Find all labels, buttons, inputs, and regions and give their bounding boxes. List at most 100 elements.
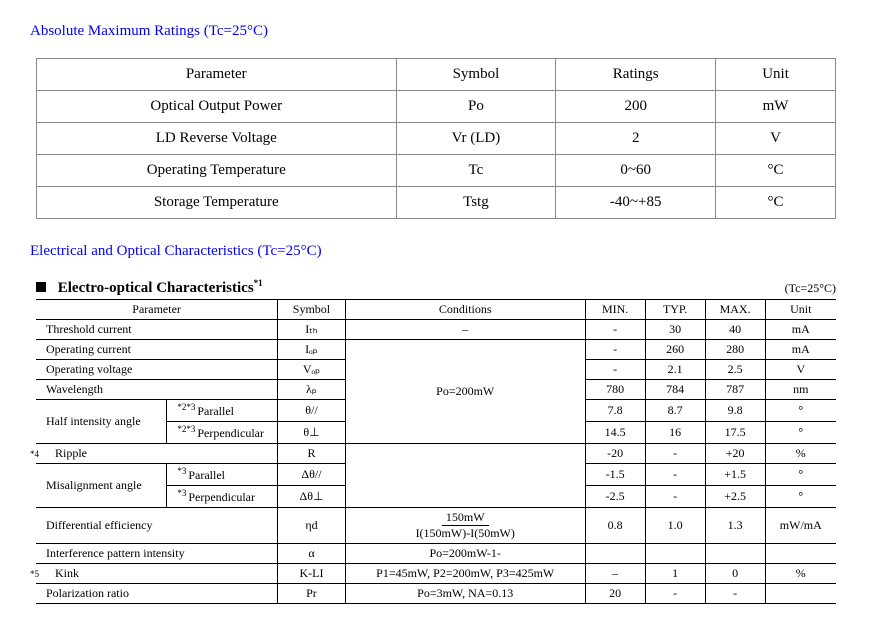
eoc-cell-max: 0 — [705, 564, 765, 584]
eoc-cell-typ: 2.1 — [645, 360, 705, 380]
ratings-col-unit: Unit — [716, 59, 836, 91]
eoc-cell-max: +20 — [705, 444, 765, 464]
footnote-icon: *4 — [30, 449, 39, 459]
eoc-cell-min: -1.5 — [585, 464, 645, 486]
eoc-cell-unit — [765, 584, 836, 604]
eoc-cell-typ: 260 — [645, 340, 705, 360]
heading-abs-max: Absolute Maximum Ratings (Tc=25°C) — [30, 23, 845, 40]
ratings-table: Parameter Symbol Ratings Unit Optical Ou… — [36, 58, 836, 219]
eoc-row-kink: *5Kink K-LI P1=45mW, P2=200mW, P3=425mW … — [36, 564, 836, 584]
eoc-row-polarization: Polarization ratio Pr Po=3mW, NA=0.13 20… — [36, 584, 836, 604]
eoc-cell-unit: ° — [765, 464, 836, 486]
footnote-icon: *3 — [177, 488, 186, 498]
eoc-cell-param: *4Ripple — [36, 444, 278, 464]
footnote-icon: *2*3 — [177, 424, 195, 434]
eoc-cell-min: -20 — [585, 444, 645, 464]
ratings-cell-param: Operating Temperature — [37, 155, 397, 187]
eoc-cell-subparam: *3Perpendicular — [167, 486, 278, 508]
eoc-cell-param: Interference pattern intensity — [36, 544, 278, 564]
eoc-condition-label: (Tc=25°C) — [785, 281, 836, 296]
ratings-cell-param: Optical Output Power — [37, 91, 397, 123]
eoc-cell-unit — [765, 544, 836, 564]
eoc-cell-max — [705, 544, 765, 564]
eoc-cell-min — [585, 544, 645, 564]
ratings-row: Operating Temperature Tc 0~60 °C — [37, 155, 836, 187]
eoc-cell-cond: Po=200mW — [345, 340, 585, 444]
ratings-cell-symbol: Vr (LD) — [396, 123, 556, 155]
eoc-col-parameter: Parameter — [36, 300, 278, 320]
eoc-cell-param: Differential efficiency — [36, 508, 278, 544]
eoc-cell-typ: 16 — [645, 422, 705, 444]
fraction-denominator: I(150mW)-I(50mW) — [416, 526, 515, 540]
eoc-cell-min: 14.5 — [585, 422, 645, 444]
ratings-cell-value: 0~60 — [556, 155, 716, 187]
eoc-cell-max: 2.5 — [705, 360, 765, 380]
ratings-cell-symbol: Po — [396, 91, 556, 123]
eoc-cell-subparam: *3Parallel — [167, 464, 278, 486]
eoc-col-symbol: Symbol — [278, 300, 346, 320]
eoc-cell-symbol: Vₒₚ — [278, 360, 346, 380]
eoc-row-interference: Interference pattern intensity α Po=200m… — [36, 544, 836, 564]
eoc-cell-cond: Po=3mW, NA=0.13 — [345, 584, 585, 604]
ratings-cell-value: 2 — [556, 123, 716, 155]
eoc-cell-param: Wavelength — [36, 380, 278, 400]
eoc-cell-subparam: *2*3Perpendicular — [167, 422, 278, 444]
eoc-cell-min: - — [585, 320, 645, 340]
fraction-numerator: 150mW — [442, 510, 489, 526]
eoc-col-max: MAX. — [705, 300, 765, 320]
eoc-col-conditions: Conditions — [345, 300, 585, 320]
eoc-col-unit: Unit — [765, 300, 836, 320]
ratings-col-parameter: Parameter — [37, 59, 397, 91]
ratings-cell-param: Storage Temperature — [37, 187, 397, 219]
eoc-col-typ: TYP. — [645, 300, 705, 320]
eoc-row-ripple: *4Ripple R -20 - +20 % — [36, 444, 836, 464]
eoc-title: Electro-optical Characteristics*1 — [36, 278, 263, 297]
eoc-cell-cond: P1=45mW, P2=200mW, P3=425mW — [345, 564, 585, 584]
eoc-cell-unit: ° — [765, 486, 836, 508]
footnote-icon: *5 — [30, 569, 39, 579]
eoc-cell-typ: 1 — [645, 564, 705, 584]
eoc-cell-unit: ° — [765, 422, 836, 444]
eoc-cell-param: Threshold current — [36, 320, 278, 340]
eoc-cell-symbol: θ// — [278, 400, 346, 422]
eoc-cell-max: 9.8 — [705, 400, 765, 422]
eoc-cell-symbol: Δθ⊥ — [278, 486, 346, 508]
eoc-cell-max: +1.5 — [705, 464, 765, 486]
eoc-cell-min: -2.5 — [585, 486, 645, 508]
eoc-cell-min: 20 — [585, 584, 645, 604]
eoc-header-row: Parameter Symbol Conditions MIN. TYP. MA… — [36, 300, 836, 320]
eoc-row-threshold: Threshold current Iₜₕ – - 30 40 mA — [36, 320, 836, 340]
eoc-cell-param: Misalignment angle — [36, 464, 167, 508]
eoc-cell-unit: % — [765, 444, 836, 464]
ratings-col-ratings: Ratings — [556, 59, 716, 91]
eoc-cell-min: 780 — [585, 380, 645, 400]
eoc-cell-symbol: ηd — [278, 508, 346, 544]
eoc-cell-max: 40 — [705, 320, 765, 340]
eoc-cell-symbol: K-LI — [278, 564, 346, 584]
eoc-cell-min: 0.8 — [585, 508, 645, 544]
eoc-cell-symbol: Iₜₕ — [278, 320, 346, 340]
eoc-cell-param: *5Kink — [36, 564, 278, 584]
eoc-cell-symbol: R — [278, 444, 346, 464]
eoc-cell-min: – — [585, 564, 645, 584]
eoc-cell-symbol: α — [278, 544, 346, 564]
footnote-icon: *2*3 — [177, 402, 195, 412]
footnote-icon: *3 — [177, 466, 186, 476]
eoc-cell-max: 787 — [705, 380, 765, 400]
ratings-cell-unit: V — [716, 123, 836, 155]
heading-elec-opt: Electrical and Optical Characteristics (… — [30, 243, 845, 260]
eoc-cell-param: Operating voltage — [36, 360, 278, 380]
eoc-col-min: MIN. — [585, 300, 645, 320]
eoc-cell-cond: Po=200mW-1- — [345, 544, 585, 564]
eoc-table: Parameter Symbol Conditions MIN. TYP. MA… — [36, 300, 836, 604]
eoc-cell-typ: 784 — [645, 380, 705, 400]
eoc-row-diff-eff: Differential efficiency ηd 150mW I(150mW… — [36, 508, 836, 544]
eoc-cell-max: - — [705, 584, 765, 604]
eoc-cell-max: +2.5 — [705, 486, 765, 508]
ratings-row: Optical Output Power Po 200 mW — [37, 91, 836, 123]
eoc-row-opcurrent: Operating current Iₒₚ Po=200mW - 260 280… — [36, 340, 836, 360]
eoc-cell-unit: nm — [765, 380, 836, 400]
eoc-cell-cond-empty — [345, 444, 585, 508]
eoc-cell-symbol: Δθ// — [278, 464, 346, 486]
bullet-square-icon — [36, 282, 46, 292]
